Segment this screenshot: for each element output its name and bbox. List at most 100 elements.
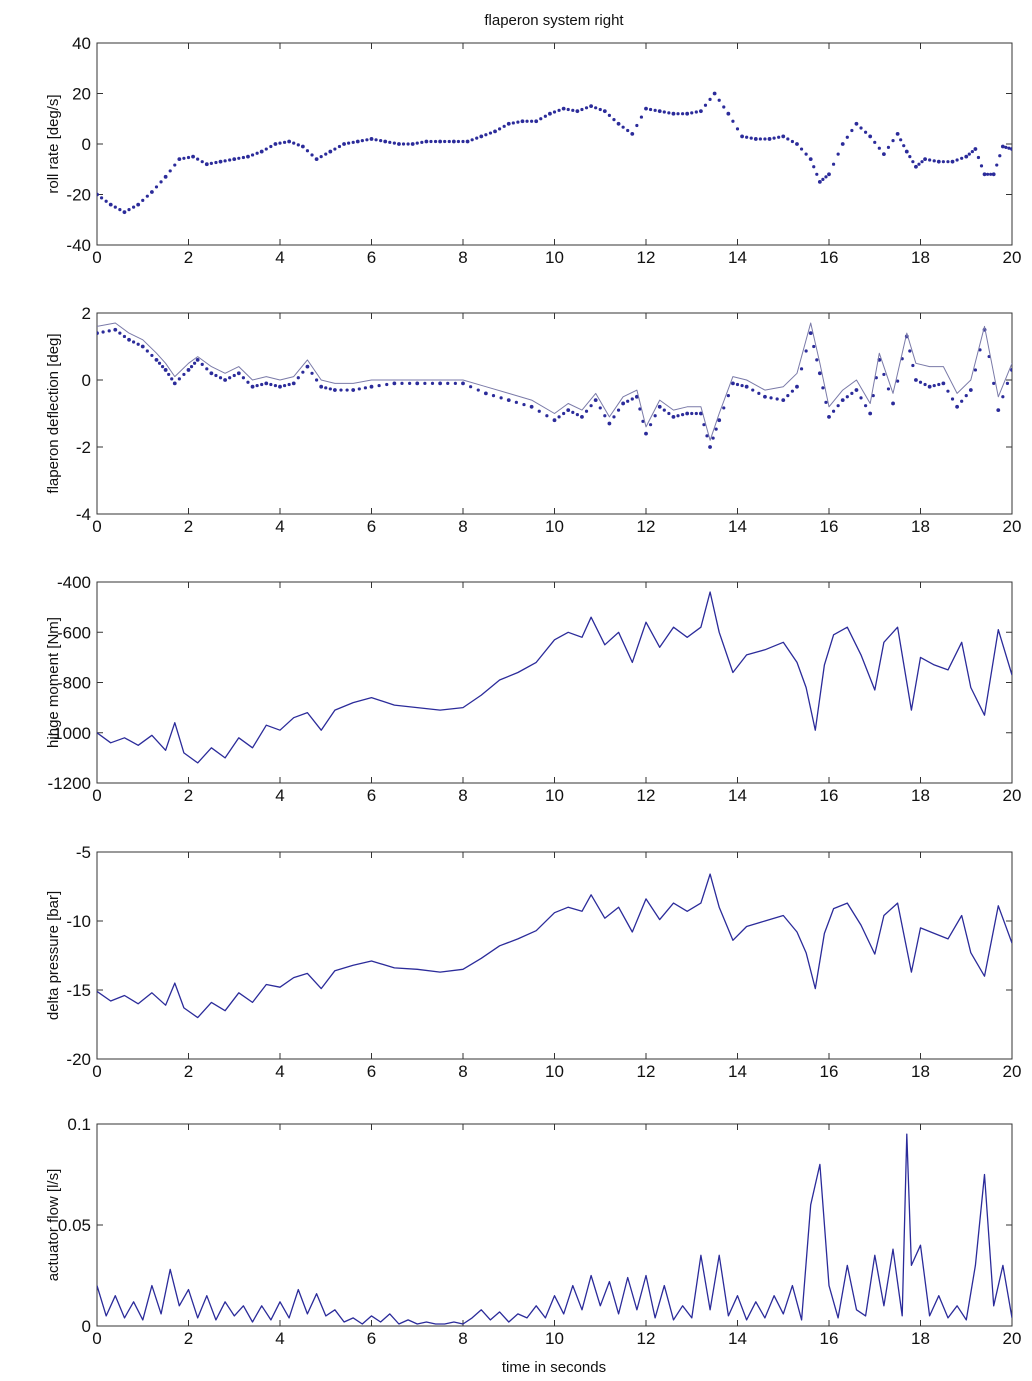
data-point-interp (667, 111, 671, 115)
x-tick-label: 12 (637, 248, 656, 267)
data-point-interp (702, 423, 706, 427)
data-point (250, 384, 255, 389)
x-tick-label: 4 (275, 786, 284, 805)
data-point (955, 404, 959, 409)
data-point-interp (612, 415, 616, 419)
x-tick-label: 0 (92, 248, 101, 267)
data-point (397, 142, 401, 146)
data-point-interp (145, 194, 149, 198)
data-point (150, 190, 154, 194)
data-point (699, 109, 703, 114)
data-point-interp (392, 141, 396, 145)
data-point-interp (598, 107, 602, 112)
data-point-interp (772, 136, 776, 140)
data-point-interp (899, 138, 903, 142)
data-point (616, 121, 621, 126)
data-point-interp (186, 155, 191, 160)
x-tick-label: 0 (92, 517, 101, 536)
data-point (914, 164, 918, 169)
x-tick-label: 2 (184, 517, 193, 536)
data-point (319, 384, 324, 389)
x-tick-label: 18 (911, 1062, 930, 1081)
data-point-interp (104, 199, 108, 203)
data-point (410, 142, 415, 146)
y-axis-label: flaperon deflection [deg] (45, 333, 62, 493)
data-point-interp (584, 106, 589, 110)
data-point-interp (305, 149, 310, 153)
panel-0: 0 2 4 6 8 10 12 14 16 18 20 40 20 0 -20 -40 roll rate [d… (45, 34, 1021, 267)
data-point-interp (911, 363, 915, 368)
data-point (140, 344, 145, 349)
data-point-interp (960, 399, 964, 403)
data-point (795, 384, 799, 389)
figure-title: flaperon system right (484, 12, 624, 29)
data-point (314, 157, 319, 162)
data-point-interp (351, 140, 355, 144)
data-point-interp (638, 407, 642, 411)
data-point-interp (917, 162, 921, 166)
y-axis-label: hinge moment [Nm] (45, 617, 62, 748)
data-point-interp (804, 349, 808, 353)
x-tick-label: 2 (184, 248, 193, 267)
x-tick-label: 2 (184, 786, 193, 805)
data-point-interp (446, 381, 450, 385)
data-point-interp (1001, 395, 1005, 399)
data-point (561, 106, 566, 111)
panel-2: 0 2 4 6 8 10 12 14 16 18 20 -400 -600 -800 -1000 -1200 h… (45, 573, 1021, 805)
x-tick-label: 4 (275, 1329, 284, 1348)
data-point-interp (790, 139, 795, 144)
data-point (808, 157, 813, 162)
data-point (97, 331, 99, 335)
data-point (278, 384, 282, 389)
data-point-interp (799, 147, 804, 151)
plot-frame (96, 1123, 1013, 1327)
data-point-interp (777, 135, 781, 139)
data-point-interp (145, 349, 149, 353)
data-point-interp (769, 396, 773, 400)
data-point-interp (621, 125, 625, 129)
data-point (644, 106, 648, 111)
data-point (461, 381, 465, 386)
data-point-interp (960, 156, 964, 160)
data-point-interp (357, 387, 361, 391)
data-point-interp (499, 396, 503, 400)
data-point-interp (908, 155, 912, 159)
data-point (882, 152, 886, 157)
y-tick-label: -1000 (48, 724, 91, 743)
data-point (840, 398, 845, 402)
data-point (438, 381, 443, 386)
data-point-interp (537, 409, 541, 413)
data-point-interp (118, 331, 122, 335)
data-point (854, 388, 859, 392)
data-point-interp (946, 160, 950, 164)
x-tick-label: 4 (275, 517, 284, 536)
data-point-interp (237, 156, 241, 160)
x-tick-label: 0 (92, 786, 101, 805)
x-tick-label: 18 (911, 786, 930, 805)
x-tick-label: 10 (545, 786, 564, 805)
data-point (763, 394, 767, 399)
data-point-interp (385, 382, 389, 387)
y-axis-label: delta pressure [bar] (45, 891, 62, 1020)
data-point (923, 157, 927, 162)
data-point (593, 398, 598, 402)
data-point-interp (388, 140, 392, 144)
plot-data (97, 322, 1012, 449)
data-point-interp (241, 376, 245, 380)
data-point-interp (101, 330, 105, 334)
x-tick-label: 2 (184, 1062, 193, 1081)
data-point-interp (1007, 146, 1011, 150)
x-tick-label: 14 (728, 1062, 747, 1081)
data-point-interp (824, 175, 828, 179)
x-tick-label: 12 (637, 517, 656, 536)
data-point (273, 142, 278, 146)
data-point (895, 132, 900, 136)
panel-3: 0 2 4 6 8 10 12 14 16 18 20 -5 -10 -15 -20 delta pressu… (45, 843, 1021, 1081)
data-point-interp (401, 142, 406, 146)
data-point (781, 134, 786, 139)
data-point-interp (470, 138, 474, 142)
x-tick-label: 20 (1003, 517, 1022, 536)
series-line (97, 873, 1012, 1019)
